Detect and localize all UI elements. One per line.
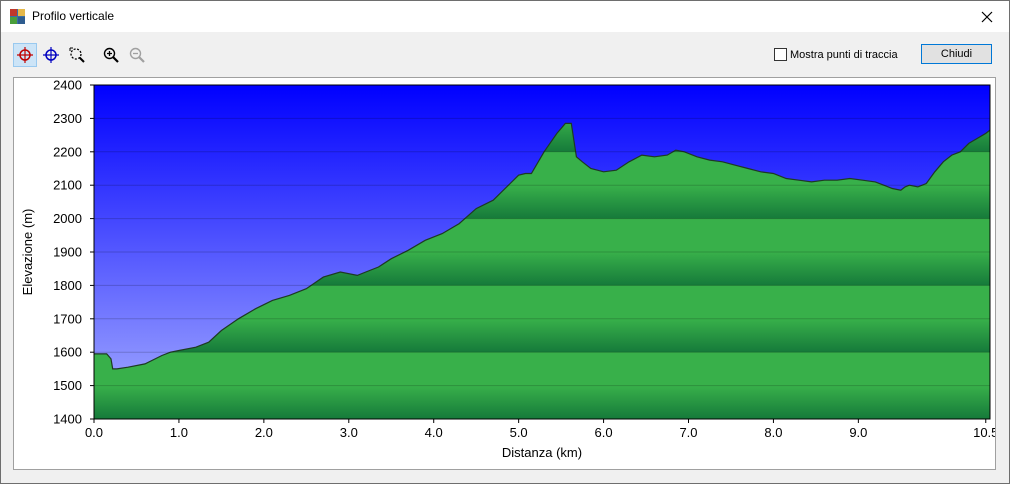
elevation-profile-panel: 1400 1500 1600 1700 1800 1900 2000 2100 2200 2300… xyxy=(13,77,998,470)
y-tick-label: 2400 xyxy=(53,78,82,93)
crosshair-red-icon xyxy=(17,47,33,63)
zoom-in-icon xyxy=(103,47,119,63)
terrain-band xyxy=(94,352,990,420)
grid-lines xyxy=(94,117,990,387)
y-tick-label: 2300 xyxy=(53,111,82,126)
y-tick-label: 1500 xyxy=(53,378,82,393)
x-tick-label: 5.0 xyxy=(510,425,528,440)
title-bar[interactable]: Profilo verticale xyxy=(1,1,1009,32)
elevation-profile-chart[interactable]: 1400 1500 1600 1700 1800 1900 2000 2100 2200 2300… xyxy=(14,78,998,469)
elevation-line xyxy=(94,122,991,370)
zoom-area-icon xyxy=(69,47,85,63)
zoom-out-icon xyxy=(129,47,145,63)
x-tick-label: 4.0 xyxy=(425,425,443,440)
x-axis-label: Distanza (km) xyxy=(502,445,582,460)
y-tick-label: 2000 xyxy=(53,211,82,226)
x-tick-label: 9.0 xyxy=(849,425,867,440)
show-track-points-checkbox[interactable] xyxy=(774,48,787,61)
x-tick-label: 8.0 xyxy=(764,425,782,440)
tracking-tool-red[interactable] xyxy=(13,43,37,67)
crosshair-blue-icon xyxy=(43,47,59,63)
x-tick-label: 3.0 xyxy=(340,425,358,440)
axes: 1400 1500 1600 1700 1800 1900 2000 2100 2200 2300… xyxy=(53,78,998,441)
zoom-in-tool[interactable] xyxy=(99,43,123,67)
tracking-tool-blue[interactable] xyxy=(39,43,63,67)
y-tick-label: 2200 xyxy=(53,144,82,159)
x-tick-label: 6.0 xyxy=(595,425,613,440)
x-tick-label: 7.0 xyxy=(679,425,697,440)
x-tick-label: 2.0 xyxy=(255,425,273,440)
map-app-icon xyxy=(10,9,25,24)
close-button[interactable]: Chiudi xyxy=(921,44,992,64)
toolbar: Mostra punti di traccia Chiudi xyxy=(1,32,1009,76)
window-title: Profilo verticale xyxy=(32,9,115,23)
y-tick-label: 1400 xyxy=(53,412,82,427)
y-tick-label: 1800 xyxy=(53,278,82,293)
show-track-points-label: Mostra punti di traccia xyxy=(790,48,898,61)
y-tick-label: 2100 xyxy=(53,178,82,193)
y-tick-label: 1900 xyxy=(53,245,82,260)
x-tick-label: 0.0 xyxy=(85,425,103,440)
window-close-button[interactable] xyxy=(964,1,1009,32)
y-tick-label: 1600 xyxy=(53,345,82,360)
zoom-out-tool[interactable] xyxy=(125,43,149,67)
y-axis-label: Elevazione (m) xyxy=(20,209,35,296)
show-track-points-toggle[interactable]: Mostra punti di traccia xyxy=(774,48,898,61)
x-tick-label: 10.5 xyxy=(973,425,995,440)
close-icon xyxy=(981,11,992,22)
y-tick-label: 1700 xyxy=(53,311,82,326)
x-tick-label: 1.0 xyxy=(170,425,188,440)
zoom-area-tool[interactable] xyxy=(65,43,89,67)
